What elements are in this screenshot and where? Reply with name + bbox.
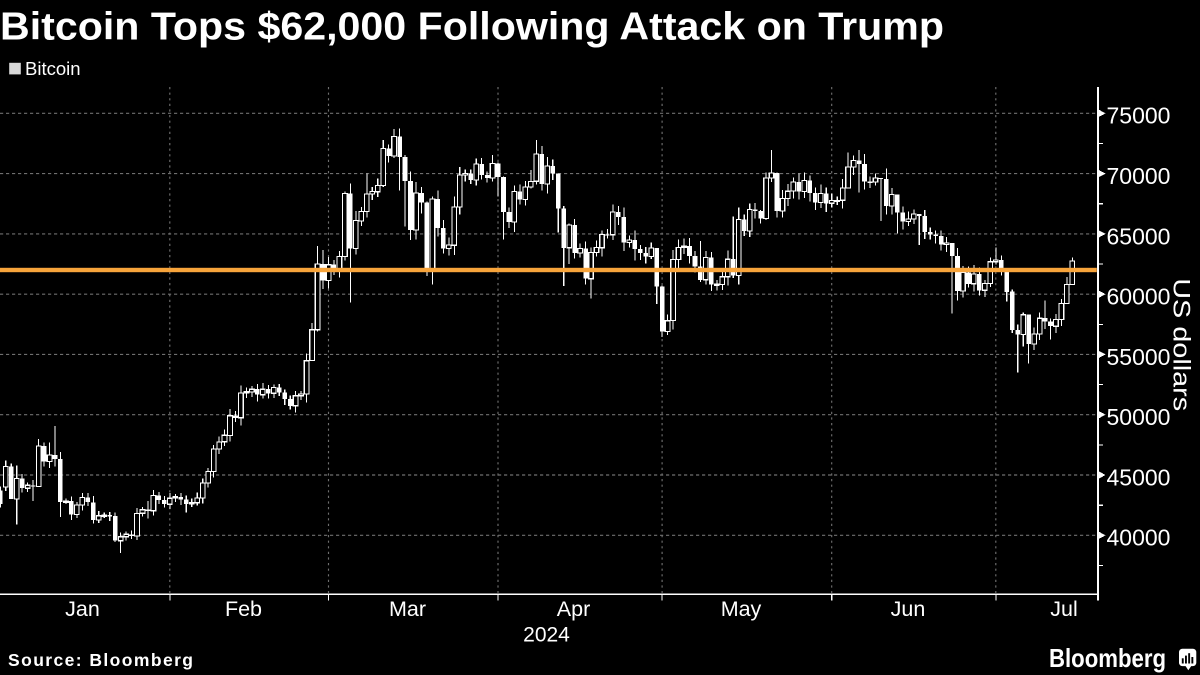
svg-text:Source: Bloomberg: Source: Bloomberg [8, 650, 193, 670]
svg-text:60000: 60000 [1107, 284, 1171, 310]
svg-text:May: May [721, 597, 762, 621]
svg-text:Jul: Jul [1050, 597, 1077, 621]
svg-text:2024: 2024 [523, 624, 570, 647]
svg-text:55000: 55000 [1107, 344, 1171, 370]
svg-text:Bitcoin Tops $62,000 Following: Bitcoin Tops $62,000 Following Attack on… [0, 6, 944, 49]
svg-text:40000: 40000 [1107, 525, 1171, 551]
svg-text:50000: 50000 [1107, 404, 1171, 430]
svg-text:65000: 65000 [1107, 223, 1171, 249]
svg-text:75000: 75000 [1107, 103, 1171, 129]
svg-text:Feb: Feb [225, 597, 262, 621]
svg-text:Apr: Apr [557, 597, 590, 621]
svg-text:US dollars: US dollars [1168, 278, 1195, 411]
svg-text:Bloomberg: Bloomberg [1049, 643, 1166, 673]
svg-text:Jun: Jun [891, 597, 926, 621]
svg-text:Mar: Mar [389, 597, 426, 621]
svg-text:70000: 70000 [1107, 163, 1171, 189]
svg-text:45000: 45000 [1107, 464, 1171, 490]
svg-text:Jan: Jan [65, 597, 100, 621]
svg-text:Bitcoin: Bitcoin [25, 58, 81, 79]
